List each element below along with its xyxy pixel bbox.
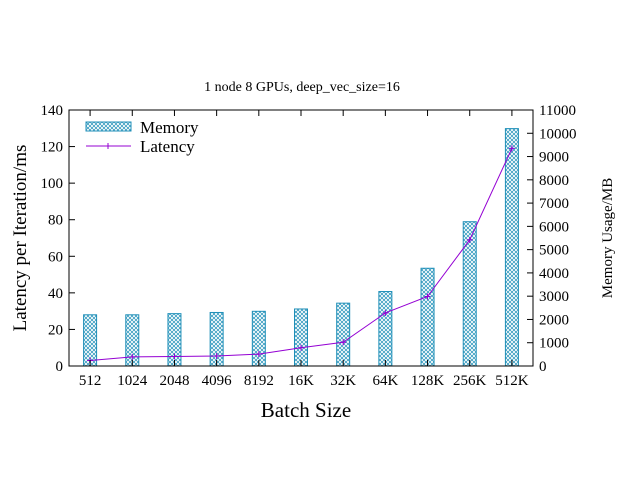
y2-tick-label: 0: [539, 359, 547, 375]
y-tick-label: 20: [48, 322, 63, 338]
latency-point-4096: [213, 352, 220, 359]
y-axis-label: Latency per Iteration/ms: [10, 145, 31, 332]
y2-tick-label: 8000: [539, 173, 569, 189]
y-tick-label: 140: [41, 103, 64, 119]
latency-point-256K: [466, 236, 473, 243]
latency-point-64K: [382, 309, 389, 316]
x-tick-label: 256K: [453, 373, 487, 389]
y-tick-label: 120: [41, 140, 64, 156]
x-tick-label: 64K: [372, 373, 398, 389]
latency-point-16K: [298, 344, 304, 351]
memory-bar-16K: [294, 308, 308, 367]
legend-latency-marker: [105, 143, 111, 149]
y2-tick-label: 10000: [539, 126, 577, 142]
x-tick-label: 2048: [159, 373, 189, 389]
x-tick-label: 1024: [117, 373, 148, 389]
memory-bars: [83, 128, 519, 367]
memory-bar-8192: [251, 310, 266, 367]
x-axis-label: Batch Size: [261, 398, 351, 422]
y-axis: 0 20 40 60 80 100 120 140: [41, 103, 75, 375]
y-tick-label: 40: [48, 286, 63, 302]
y2-tick-label: 1000: [539, 336, 569, 352]
legend: Memory Latency: [85, 118, 199, 156]
latency-point-8192: [255, 351, 262, 358]
y2-tick-label: 6000: [539, 219, 569, 235]
legend-latency-label: Latency: [140, 137, 195, 156]
memory-bar-128K: [420, 267, 435, 367]
chart-title: 1 node 8 GPUs, deep_vec_size=16: [204, 80, 400, 95]
legend-memory-label: Memory: [140, 118, 199, 137]
memory-bar-32K: [336, 302, 351, 367]
y2-axis-label: Memory Usage/MB: [600, 178, 616, 298]
x-tick-label: 128K: [411, 373, 445, 389]
y2-tick-label: 2000: [539, 312, 569, 328]
y2-tick-label: 3000: [539, 289, 569, 305]
y2-tick-label: 11000: [539, 103, 576, 119]
legend-memory-swatch: [85, 121, 132, 132]
x-tick-label: 512K: [495, 373, 529, 389]
x-tick-label: 16K: [288, 373, 314, 389]
x-tick-label: 8192: [244, 373, 274, 389]
latency-point-1024: [129, 353, 136, 360]
latency-point-128K: [424, 293, 431, 300]
y2-tick-label: 5000: [539, 243, 569, 259]
latency-point-512K: [508, 145, 515, 152]
y-tick-label: 100: [41, 176, 64, 192]
y-tick-label: 0: [56, 359, 64, 375]
y-tick-label: 60: [48, 249, 63, 265]
y2-tick-label: 7000: [539, 196, 569, 212]
x-tick-label: 4096: [202, 373, 233, 389]
memory-bar-64K: [378, 291, 393, 367]
y-tick-label: 80: [48, 213, 63, 229]
y2-axis: 0 1000 2000 3000 4000 5000 6000 7000 8000 9000 100…: [527, 103, 577, 375]
memory-bar-512K: [504, 128, 519, 367]
latency-point-2048: [171, 353, 178, 360]
latency-point-32K: [340, 339, 347, 346]
x-axis: 512 1024 2048 4096 8192 16K 32K 64K 128K 256K 512K: [79, 110, 529, 389]
x-tick-label: 32K: [330, 373, 356, 389]
x-tick-label: 512: [79, 373, 102, 389]
y2-tick-label: 9000: [539, 150, 569, 166]
memory-bar-256K: [462, 221, 477, 367]
y2-tick-label: 4000: [539, 266, 569, 282]
